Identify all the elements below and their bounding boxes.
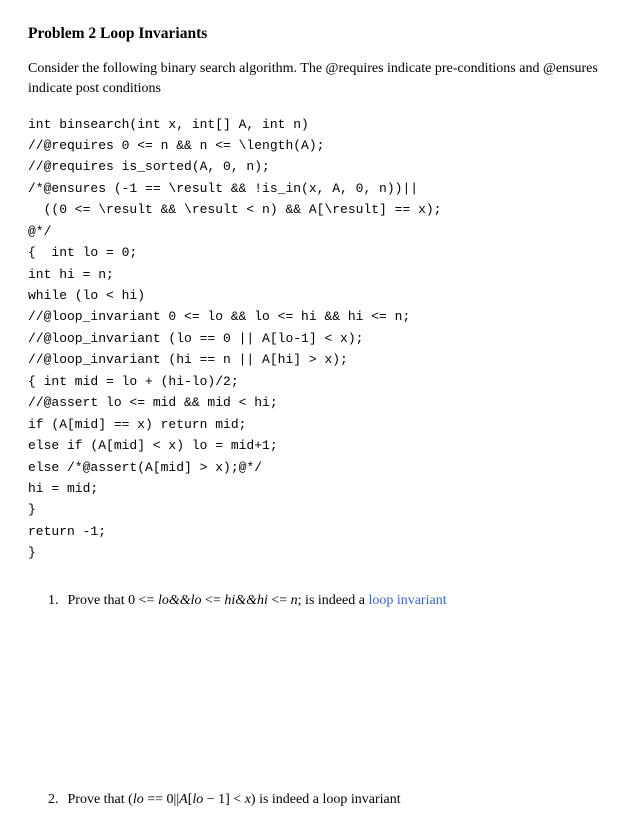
q1-math-g: n — [291, 593, 298, 608]
q1-math-e: hi&&hi — [224, 593, 268, 608]
q1-text-a: Prove that 0 — [68, 593, 136, 608]
q2-text-g: − 1] < — [203, 792, 244, 807]
q2-math-f: lo — [192, 792, 203, 807]
q1-text-b: <= — [139, 593, 158, 608]
problem-title: Problem 2 Loop Invariants — [28, 24, 601, 45]
q2-text-a: Prove that ( — [68, 792, 133, 807]
q2-math-d: A — [179, 792, 188, 807]
question-list: 1. Prove that 0 <= lo&&lo <= hi&&hi <= n… — [48, 592, 601, 810]
q2-math-b: lo — [133, 792, 144, 807]
q1-text-f: <= — [268, 593, 291, 608]
q2-text-i: ) is indeed a loop invariant — [251, 792, 401, 807]
q1-number: 1. — [48, 592, 64, 611]
q1-text-d: <= — [202, 593, 225, 608]
q2-text-c: == 0|| — [144, 792, 179, 807]
q1-loop-invariant-link: loop invariant — [368, 593, 446, 608]
intro-text: Consider the following binary search alg… — [28, 59, 601, 100]
q2-number: 2. — [48, 791, 64, 810]
question-1: 1. Prove that 0 <= lo&&lo <= hi&&hi <= n… — [48, 592, 601, 611]
q1-math-c: lo&&lo — [158, 593, 202, 608]
code-block: int binsearch(int x, int[] A, int n) //@… — [28, 114, 601, 564]
question-2: 2. Prove that (lo == 0||A[lo − 1] < x) i… — [48, 791, 601, 810]
q1-text-h: ; is indeed a — [298, 593, 369, 608]
